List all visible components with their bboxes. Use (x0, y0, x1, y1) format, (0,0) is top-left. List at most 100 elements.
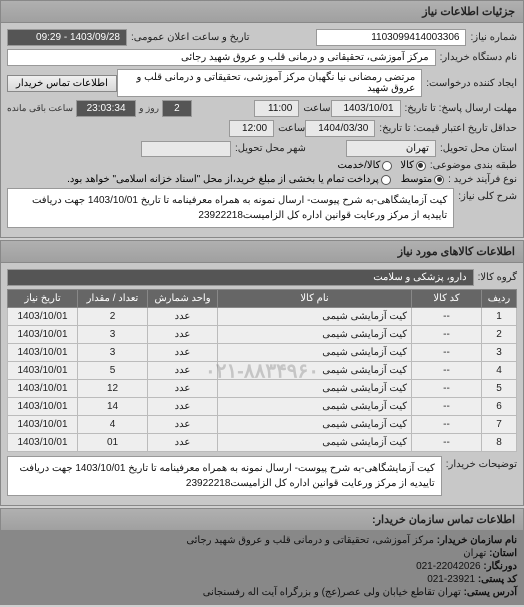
contact-panel-header: اطلاعات تماس سازمان خریدار: (1, 509, 523, 531)
table-cell: -- (412, 380, 482, 398)
contact-body: نام سازمان خریدار: مرکز آموزشی، تحقیقاتی… (1, 531, 523, 604)
table-header-row: ردیف کد کالا نام کالا واحد شمارش تعداد /… (8, 290, 517, 308)
valid-until-hour: 12:00 (229, 120, 274, 137)
goods-panel-body: گروه کالا: دارو، پزشکی و سلامت ردیف کد ک… (1, 263, 523, 505)
th-name: نام کالا (218, 290, 412, 308)
th-qty: تعداد / مقدار (78, 290, 148, 308)
delivery-province-value: تهران (346, 140, 436, 157)
table-cell: 2 (78, 308, 148, 326)
requester-label: ایجاد کننده درخواست: (426, 78, 517, 89)
table-cell: 14 (78, 398, 148, 416)
table-cell: -- (412, 344, 482, 362)
table-cell: 1 (482, 308, 517, 326)
hour-label-2: ساعت (278, 123, 305, 134)
goods-group-value: دارو، پزشکی و سلامت (7, 269, 474, 286)
days-remaining: 2 (162, 100, 192, 117)
table-cell: کیت آزمایشی شیمی (218, 362, 412, 380)
delivery-city-value (141, 141, 231, 157)
org-value: مرکز آموزشی، تحقیقاتی و درمانی قلب و عرو… (186, 535, 434, 546)
table-row: 5--کیت آزمایشی شیمیعدد121403/10/01 (8, 380, 517, 398)
table-cell: 6 (482, 398, 517, 416)
deadline-send-hour: 11:00 (254, 100, 299, 117)
table-cell: 2 (482, 326, 517, 344)
table-cell: عدد (148, 416, 218, 434)
need-number-label: شماره نیاز: (470, 32, 517, 43)
th-date: تاریخ نیاز (8, 290, 78, 308)
table-cell: 4 (482, 362, 517, 380)
buyer-notes-text: کیت آزمایشگاهی-به شرح پیوست- ارسال نمونه… (7, 456, 442, 496)
table-cell: 12 (78, 380, 148, 398)
valid-until-label: حداقل تاریخ اعتبار قیمت: تا تاریخ: (379, 123, 517, 134)
table-row: 3--کیت آزمایشی شیمیعدد31403/10/01 (8, 344, 517, 362)
table-cell: 8 (482, 434, 517, 452)
table-cell: -- (412, 434, 482, 452)
radio-mid[interactable]: متوسط (401, 174, 444, 185)
table-row: 6--کیت آزمایشی شیمیعدد141403/10/01 (8, 398, 517, 416)
desc-text: کیت آزمایشگاهی-به شرح پیوست- ارسال نمونه… (7, 188, 454, 228)
table-cell: عدد (148, 326, 218, 344)
table-cell: 1403/10/01 (8, 380, 78, 398)
contact-buyer-button[interactable]: اطلاعات تماس خریدار (7, 75, 117, 92)
table-cell: 1403/10/01 (8, 434, 78, 452)
table-cell: کیت آزمایشی شیمی (218, 380, 412, 398)
goods-group-label: گروه کالا: (478, 272, 517, 283)
deadline-send-date: 1403/10/01 (331, 100, 401, 117)
budget-class-label: طبقه بندی موضوعی: (430, 160, 517, 171)
buy-type-label: نوع فرآیند خرید : (448, 174, 517, 185)
table-cell: 1403/10/01 (8, 416, 78, 434)
table-cell: عدد (148, 362, 218, 380)
table-cell: کیت آزمایشی شیمی (218, 434, 412, 452)
details-panel-body: شماره نیاز: 1103099414003306 تاریخ و ساع… (1, 23, 523, 237)
buyer-value: مرکز آموزشی، تحقیقاتی و درمانی قلب و عرو… (7, 49, 436, 66)
fax-value: 22042026-021 (416, 561, 481, 572)
table-cell: 1403/10/01 (8, 308, 78, 326)
radio-kala-khadamat[interactable]: کالا/خدمت (337, 160, 392, 171)
table-cell: عدد (148, 398, 218, 416)
province-label: استان: (489, 548, 517, 559)
address-label: آدرس یستی: (464, 587, 517, 598)
table-cell: -- (412, 362, 482, 380)
radio-dot-icon (434, 175, 444, 185)
th-code: کد کالا (412, 290, 482, 308)
table-cell: کیت آزمایشی شیمی (218, 416, 412, 434)
table-cell: کیت آزمایشی شیمی (218, 398, 412, 416)
announce-label: تاریخ و ساعت اعلان عمومی: (131, 32, 250, 43)
requester-value: مرتضی رمضانی نیا نگهبان مرکز آموزشی، تحق… (117, 69, 422, 97)
radio-dot-icon (416, 161, 426, 171)
radio-treasury[interactable]: پرداخت تمام یا بخشی از مبلغ خرید،از محل … (67, 174, 391, 185)
th-unit: واحد شمارش (148, 290, 218, 308)
time-remaining: 23:03:34 (76, 100, 136, 117)
radio-kala[interactable]: کالا (400, 160, 426, 171)
goods-table: ردیف کد کالا نام کالا واحد شمارش تعداد /… (7, 289, 517, 452)
table-cell: 1403/10/01 (8, 362, 78, 380)
table-cell: -- (412, 416, 482, 434)
table-cell: عدد (148, 434, 218, 452)
table-cell: کیت آزمایشی شیمی (218, 326, 412, 344)
delivery-province-label: استان محل تحویل: (440, 143, 517, 154)
table-cell: 7 (482, 416, 517, 434)
table-cell: 3 (78, 326, 148, 344)
table-row: 2--کیت آزمایشی شیمیعدد31403/10/01 (8, 326, 517, 344)
hour-label-1: ساعت (303, 103, 330, 114)
announce-value: 1403/09/28 - 09:29 (7, 29, 127, 46)
table-cell: 5 (78, 362, 148, 380)
days-label: روز و (139, 103, 159, 114)
org-label: نام سازمان خریدار: (437, 535, 517, 546)
remain-label: ساعت باقی مانده (7, 103, 73, 114)
goods-panel-header: اطلاعات کالاهای مورد نیاز (1, 241, 523, 263)
table-cell: -- (412, 398, 482, 416)
table-cell: 4 (78, 416, 148, 434)
goods-panel: اطلاعات کالاهای مورد نیاز گروه کالا: دار… (0, 240, 524, 506)
deadline-send-label: مهلت ارسال پاسخ: تا تاریخ: (405, 103, 517, 114)
budget-radio-group: کالا کالا/خدمت (337, 160, 425, 171)
table-cell: 1403/10/01 (8, 398, 78, 416)
radio-dot-icon (381, 175, 391, 185)
buyer-label: نام دستگاه خریدار: (440, 52, 517, 63)
goods-table-container: ردیف کد کالا نام کالا واحد شمارش تعداد /… (7, 289, 517, 452)
radio-dot-icon (382, 161, 392, 171)
table-cell: عدد (148, 308, 218, 326)
province-value: تهران (463, 548, 486, 559)
table-cell: -- (412, 308, 482, 326)
table-cell: 3 (482, 344, 517, 362)
table-row: 7--کیت آزمایشی شیمیعدد41403/10/01 (8, 416, 517, 434)
